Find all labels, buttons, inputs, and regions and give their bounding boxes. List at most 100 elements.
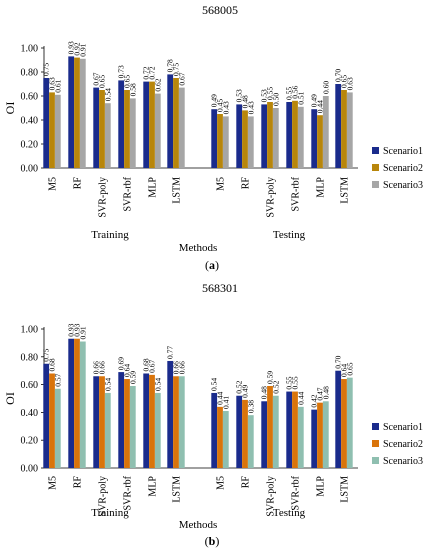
bar-scenario3 <box>222 411 229 468</box>
data-label: 0.44 <box>296 391 305 404</box>
data-label: 0.41 <box>221 396 230 409</box>
data-label: 0.47 <box>316 387 325 400</box>
category-label: M5 <box>216 476 227 490</box>
bar-scenario1 <box>93 87 100 168</box>
bar-scenario3 <box>322 96 329 168</box>
bar-scenario2 <box>99 376 105 468</box>
bar-scenario1 <box>68 338 75 468</box>
bar-scenario2 <box>317 115 323 168</box>
legend-swatch <box>372 164 379 171</box>
bar-scenario2 <box>242 399 248 468</box>
category-label: RF <box>241 177 252 190</box>
group-label: Training <box>91 229 129 241</box>
bar-scenario1 <box>261 401 268 468</box>
data-label: 0.70 <box>334 355 343 368</box>
bar-scenario2 <box>292 391 298 468</box>
bar-scenario3 <box>297 406 304 468</box>
bar-scenario2 <box>242 110 248 168</box>
panel-label-part: ( <box>205 258 209 272</box>
chart-panel-a: 5680050.000.200.400.600.801.00OI0.750.63… <box>3 3 423 272</box>
category-label: SVR-rbf <box>291 475 302 510</box>
bar-scenario1 <box>335 84 342 168</box>
category-label: LSTM <box>340 177 351 204</box>
data-label: 0.43 <box>246 101 255 114</box>
x-axis-label: Methods <box>179 242 218 254</box>
legend-swatch <box>372 147 379 154</box>
data-label: 0.48 <box>241 95 250 108</box>
bar-scenario3 <box>178 87 185 168</box>
data-label: 0.66 <box>98 361 107 374</box>
bar-scenario3 <box>54 94 61 168</box>
chart-title: 568005 <box>202 3 238 17</box>
bar-scenario2 <box>74 338 80 468</box>
bar-scenario2 <box>99 90 105 168</box>
data-label: 0.93 <box>67 41 76 54</box>
data-label: 0.92 <box>73 42 82 55</box>
y-tick-label: 0.20 <box>21 436 39 447</box>
data-label: 0.54 <box>153 378 162 391</box>
legend-label: Scenario1 <box>383 146 423 157</box>
bar-scenario3 <box>129 98 136 168</box>
category-label: MLP <box>316 177 327 198</box>
group-label: Training <box>91 507 129 519</box>
data-label: 0.65 <box>345 362 354 375</box>
bar-scenario2 <box>267 385 273 468</box>
bar-scenario1 <box>167 74 174 168</box>
chart-title: 568301 <box>202 281 238 295</box>
data-label: 0.67 <box>92 72 101 85</box>
data-label: 0.66 <box>177 361 186 374</box>
bar-scenario2 <box>49 373 55 468</box>
data-label: 0.54 <box>103 378 112 391</box>
bar-scenario3 <box>247 116 254 168</box>
data-label: 0.59 <box>266 371 275 384</box>
bar-scenario2 <box>74 57 80 168</box>
data-label: 0.93 <box>67 323 76 336</box>
bar-scenario2 <box>124 90 130 168</box>
bar-scenario3 <box>297 106 304 168</box>
data-label: 0.56 <box>291 85 300 98</box>
data-label: 0.52 <box>271 380 280 393</box>
bar-scenario1 <box>211 392 218 468</box>
bar-scenario2 <box>217 114 223 168</box>
bar-scenario3 <box>322 401 329 468</box>
panel-label-part: ) <box>215 534 219 548</box>
bar-scenario3 <box>104 392 111 468</box>
data-label: 0.58 <box>128 83 137 96</box>
data-label: 0.75 <box>42 63 51 76</box>
panel-label: (a) <box>205 258 219 272</box>
group-label: Testing <box>273 229 306 241</box>
legend-label: Scenario3 <box>383 180 423 191</box>
data-label: 0.93 <box>73 323 82 336</box>
bar-scenario3 <box>272 108 279 168</box>
bar-scenario1 <box>211 109 218 168</box>
legend-swatch <box>372 440 379 447</box>
bar-scenario3 <box>247 415 254 468</box>
data-label: 0.72 <box>148 66 157 79</box>
data-label: 0.42 <box>310 394 319 407</box>
bar-scenario1 <box>236 395 243 468</box>
data-label: 0.51 <box>296 91 305 104</box>
legend-label: Scenario2 <box>383 163 423 174</box>
data-label: 0.66 <box>172 361 181 374</box>
y-axis-label: OI <box>3 102 17 115</box>
data-label: 0.64 <box>123 364 132 377</box>
bar-scenario3 <box>154 392 161 468</box>
bar-scenario2 <box>341 379 347 468</box>
data-label: 0.54 <box>210 378 219 391</box>
y-tick-label: 0.60 <box>21 380 39 391</box>
chart-panel-b: 5683010.000.200.400.600.801.00OI0.750.68… <box>3 281 423 548</box>
bar-scenario3 <box>346 92 353 168</box>
data-label: 0.49 <box>210 94 219 107</box>
x-axis-label: Methods <box>179 519 218 531</box>
category-label: SVR-poly <box>266 476 277 517</box>
bar-scenario3 <box>178 376 185 468</box>
legend-swatch <box>372 423 379 430</box>
data-label: 0.49 <box>241 385 250 398</box>
data-label: 0.63 <box>345 77 354 90</box>
bar-scenario3 <box>154 93 161 168</box>
category-label: MLP <box>148 476 159 497</box>
bar-scenario1 <box>143 81 150 168</box>
bar-scenario2 <box>217 406 223 468</box>
data-label: 0.64 <box>340 364 349 377</box>
bar-scenario3 <box>222 116 229 168</box>
